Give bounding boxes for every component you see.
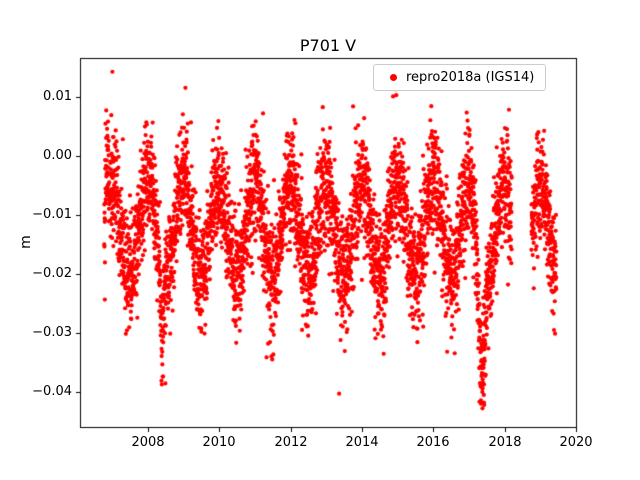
y-tick-label: −0.01 (32, 207, 72, 222)
x-tick-label: 2012 (274, 435, 308, 450)
y-tick-label: 0.00 (43, 148, 72, 163)
y-tick-label: −0.04 (32, 384, 72, 399)
y-tick-label: 0.01 (43, 89, 72, 104)
y-tick-label: −0.02 (32, 266, 72, 281)
x-tick-label: 2020 (559, 435, 593, 450)
legend-label: repro2018a (IGS14) (406, 70, 535, 85)
x-tick-label: 2018 (488, 435, 522, 450)
x-tick-label: 2008 (131, 435, 165, 450)
chart-title: P701 V (299, 36, 357, 55)
x-tick-label: 2010 (202, 435, 236, 450)
legend-marker-icon (390, 74, 397, 81)
x-tick-label: 2016 (416, 435, 450, 450)
x-tick-label: 2014 (345, 435, 379, 450)
y-axis-label: m (18, 235, 34, 249)
y-tick-label: −0.03 (32, 325, 72, 340)
legend: repro2018a (IGS14) (373, 64, 547, 91)
